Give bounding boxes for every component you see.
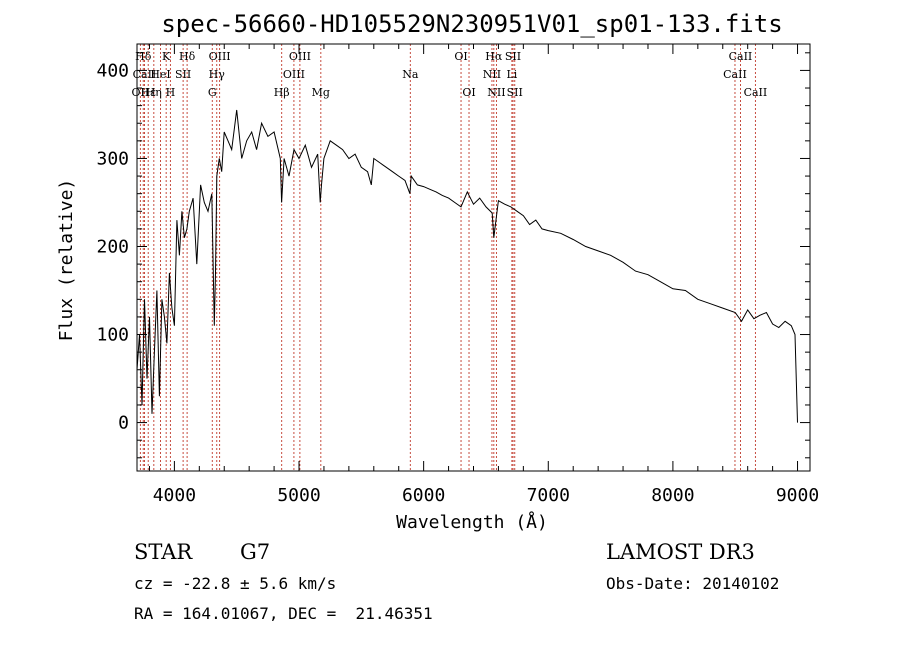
subclass: G7 <box>240 540 271 564</box>
line-id-label: Hα <box>485 50 503 63</box>
coordinates-text: RA = 164.01067, DEC = 21.46351 <box>134 604 433 623</box>
redshift-text: cz = -22.8 ± 5.6 km/s <box>134 574 337 593</box>
line-id-label: OI <box>454 50 467 63</box>
line-id-label: Hδ <box>179 50 196 63</box>
spectrum-series-line <box>136 109 798 423</box>
y-tick-label: 400 <box>96 60 129 81</box>
x-tick-label: 9000 <box>776 485 819 506</box>
line-id-label: OIII <box>209 50 231 63</box>
plot-frame <box>136 43 811 472</box>
y-tick-label: 200 <box>96 236 129 257</box>
y-axis: 0 100 200 300 400 <box>96 52 810 459</box>
line-id-label: Hβ <box>274 86 290 99</box>
line-markers <box>139 44 756 471</box>
x-tick-label: 7000 <box>527 485 570 506</box>
line-id-label: Li <box>506 68 517 81</box>
obs-date: Obs-Date: 20140102 <box>606 574 780 593</box>
line-id-label: G <box>208 86 217 99</box>
line-id-label: Hδ <box>135 50 152 63</box>
line-id-label: CaII <box>729 50 753 63</box>
y-axis-label: Flux (relative) <box>56 179 77 342</box>
line-id-label: Hε <box>141 86 157 99</box>
line-id-label: SII <box>505 50 521 63</box>
survey-name: LAMOST DR3 <box>606 540 755 564</box>
line-id-label: Hγ <box>209 68 226 81</box>
line-id-label: NII <box>487 86 505 99</box>
x-tick-label: 5000 <box>277 485 320 506</box>
x-tick-label: 4000 <box>153 485 196 506</box>
line-id-label: HeI <box>150 68 170 81</box>
line-id-label: CaII <box>723 68 747 81</box>
y-tick-label: 0 <box>118 413 129 434</box>
y-tick-label: 300 <box>96 148 129 169</box>
x-axis: 4000 5000 6000 7000 8000 9000 <box>148 44 819 506</box>
line-id-label: Mg <box>312 86 330 99</box>
line-id-label: OII <box>132 86 150 99</box>
y-tick-label: 100 <box>96 325 129 346</box>
x-tick-label: 8000 <box>651 485 694 506</box>
x-axis-label: Wavelength (Å) <box>396 511 548 533</box>
line-id-label: NII <box>483 68 501 81</box>
x-tick-label: 6000 <box>402 485 445 506</box>
line-id-label: OI <box>462 86 475 99</box>
object-class: STAR <box>134 540 193 564</box>
line-id-label: CaII <box>133 68 157 81</box>
line-id-label: Na <box>402 68 419 81</box>
line-id-label: K <box>162 50 171 63</box>
chart-title: spec-56660-HD105529N230951V01_sp01-133.f… <box>161 10 782 38</box>
line-id-label: OIII <box>283 68 305 81</box>
line-id-label: SII <box>507 86 523 99</box>
line-id-label: CaII <box>744 86 768 99</box>
line-id-label: OIII <box>289 50 311 63</box>
line-id-label: SII <box>175 68 191 81</box>
line-id-label: H <box>166 86 176 99</box>
line-id-label: Hη <box>146 86 162 99</box>
